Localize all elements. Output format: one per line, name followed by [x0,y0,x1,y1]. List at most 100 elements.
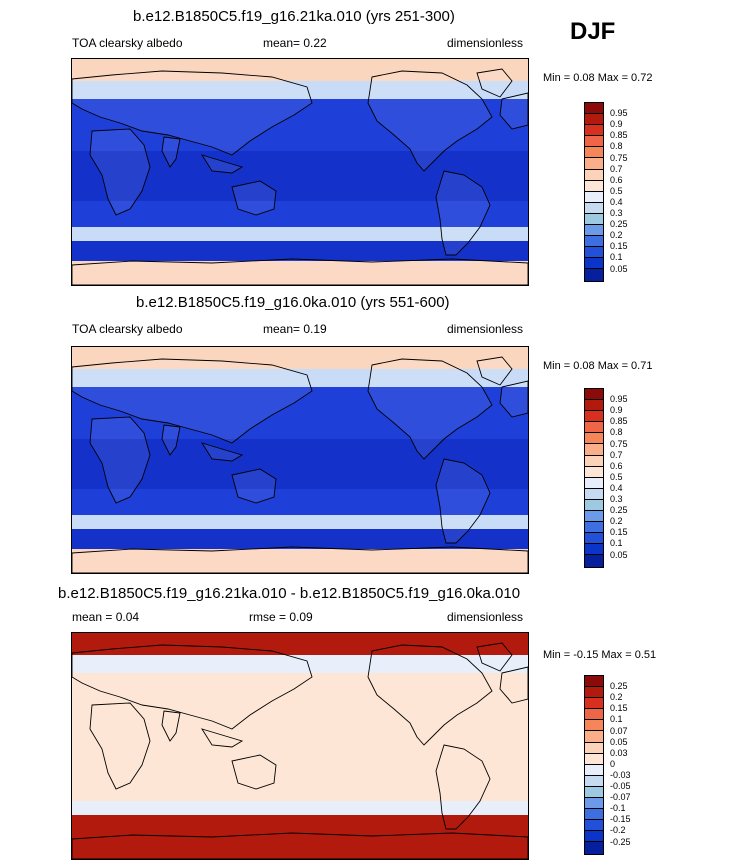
colorbar-tick-label: 0.7 [610,449,623,460]
colorbar-swatch [585,213,603,226]
colorbar-tick-label: 0 [610,758,616,769]
colorbar-tick-label: 0.95 [610,108,628,119]
colorbar-tick-label: 0.95 [610,394,628,405]
colorbar-tick-label: -0.07 [610,792,631,803]
colorbar-tick-label: 0.5 [610,471,623,482]
continent-outline [499,92,528,130]
north-polar-band [72,633,528,655]
colorbar-swatch [585,202,603,214]
panel2-title: b.e12.B1850C5.f19_g16.0ka.010 (yrs 551-6… [136,294,450,311]
colorbar-tick-label: 0.03 [610,747,628,758]
colorbar-tick-label: 0.4 [610,196,623,207]
continent-outline [89,128,151,216]
colorbar-swatch [585,786,603,799]
colorbar-tick-label: 0.5 [610,185,623,196]
continent-outline [476,642,513,672]
colorbar-swatch [585,698,603,710]
colorbar-tick-label: -0.1 [610,803,626,814]
colorbar-swatch [585,191,603,203]
colorbar-tick-label: 0.1 [610,252,623,263]
southern-ocean-band [72,241,528,261]
colorbar-tick-label: 0.1 [610,538,623,549]
panel1-mean: mean= 0.22 [263,36,327,50]
continent-outline [499,666,528,704]
colorbar-tick-label: 0.1 [610,714,623,725]
colorbar-swatch [585,687,603,699]
continent-outline [161,424,181,456]
colorbar-tick-label: 0.2 [610,692,623,703]
continent-outline [499,380,528,418]
colorbar-swatch [585,775,603,787]
colorbar-swatch [585,709,603,721]
colorbar-swatch [585,842,603,854]
colorbar-swatch [585,455,603,467]
north-midlat-band [72,81,528,99]
southern-ocean-band [72,529,528,549]
colorbar-swatch [585,433,603,445]
continent-outline [231,754,277,790]
map-canvas [72,633,528,859]
colorbar-swatch [585,477,603,489]
colorbar-tick-label: 0.25 [610,505,628,516]
colorbar-tick-label: 0.3 [610,208,623,218]
north-midlat-band [72,655,528,673]
panel1-map [71,58,529,286]
continent-outline [367,70,493,172]
colorbar-tick-label: 0.2 [610,230,623,241]
colorbar-swatch [585,158,603,170]
colorbar-tick-label: 0.05 [610,549,628,560]
colorbar-swatch [585,422,603,434]
colorbar-tick-label: -0.03 [610,769,631,780]
colorbar-tick-label: 0.2 [610,516,623,527]
panel3-mean: mean = 0.04 [72,610,140,624]
continent-outline [72,832,528,859]
panel1-colorbar [584,102,604,282]
colorbar-swatch [585,444,603,456]
colorbar-swatch [585,555,603,567]
panel1-minmax: Min = 0.08 Max = 0.72 [543,72,653,84]
panel3-minmax: Min = -0.15 Max = 0.51 [543,649,657,661]
continent-outline [161,710,181,742]
colorbar-tick-label: -0.25 [610,836,631,847]
colorbar-tick-label: 0.07 [610,725,628,736]
panel3-rmse: rmse = 0.09 [249,610,313,624]
continent-outline [435,458,491,544]
continent-outline [72,546,528,573]
colorbar-swatch [585,411,603,423]
colorbar-swatch [585,820,603,832]
south-polar-band [72,549,528,573]
colorbar-tick-label: 0.3 [610,494,623,504]
colorbar-swatch [585,136,603,148]
colorbar-tick-label: 0.75 [610,152,628,163]
colorbar-swatch [585,533,603,545]
continent-outline [435,170,491,256]
colorbar-swatch [585,247,603,259]
panel3-colorbar [584,675,604,855]
south-polar-band [72,261,528,285]
north-polar-band [72,59,528,81]
season-label: DJF [570,18,616,45]
continent-outline [231,468,277,504]
continent-outline [161,136,181,168]
continent-outline [435,744,491,830]
panel1-variable: TOA clearsky albedo [72,36,183,50]
north-midlat-band [72,369,528,387]
colorbar-swatch [585,225,603,237]
map-canvas [72,347,528,573]
colorbar-swatch [585,720,603,732]
colorbar-swatch [585,114,603,126]
colorbar-tick-label: 0.8 [610,141,623,152]
colorbar-swatch [585,466,603,478]
colorbar-swatch [585,731,603,743]
continent-outline [476,356,513,386]
colorbar-tick-label: 0.05 [610,263,628,274]
colorbar-swatch [585,269,603,281]
panel2-map [71,346,529,574]
colorbar-tick-label: 0.9 [610,405,623,416]
southern-ocean-band [72,815,528,835]
colorbar-swatch [585,544,603,556]
colorbar-tick-label: 0.8 [610,427,623,438]
colorbar-tick-label: 0.25 [610,219,628,230]
colorbar-swatch [585,499,603,512]
colorbar-swatch [585,676,603,688]
